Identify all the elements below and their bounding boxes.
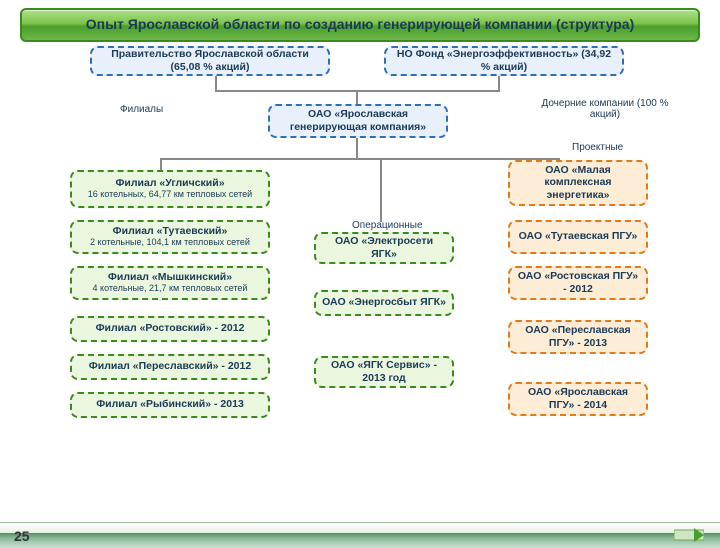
project-box: ОАО «Ростовская ПГУ» - 2012 — [508, 266, 648, 300]
label-branches: Филиалы — [120, 104, 163, 115]
branch-box: Филиал «Тутаевский» 2 котельные, 104,1 к… — [70, 220, 270, 254]
box-sub: 2 котельные, 104,1 км тепловых сетей — [78, 237, 262, 247]
project-box: ОАО «Переславская ПГУ» - 2013 — [508, 320, 648, 354]
slide: Опыт Ярославской области по созданию ген… — [0, 8, 720, 548]
box-title: ОАО «Энергосбыт ЯГК» — [322, 296, 446, 308]
line — [160, 158, 560, 160]
label-project: Проектные — [572, 142, 623, 153]
box-title: ОАО «Ярославская ПГУ» - 2014 — [516, 386, 640, 410]
box-title: Правительство Ярославской области (65,08… — [98, 48, 322, 72]
box-title: ОАО «ЯГК Сервис» - 2013 год — [322, 359, 446, 383]
branch-box: Филиал «Ростовский» - 2012 — [70, 316, 270, 342]
branch-box: Филиал «Мышкинский» 4 котельные, 21,7 км… — [70, 266, 270, 300]
branch-box: Филиал «Переславский» - 2012 — [70, 354, 270, 380]
footer-logo-icon — [674, 526, 704, 544]
operational-box: ОАО «Электросети ЯГК» — [314, 232, 454, 264]
box-title: ОАО «Ростовская ПГУ» - 2012 — [516, 270, 640, 294]
box-title: Филиал «Тутаевский» — [78, 225, 262, 237]
line — [215, 76, 217, 90]
box-title: НО Фонд «Энергоэффективность» (34,92 % а… — [392, 48, 616, 72]
label-subs: Дочерние компании (100 % акций) — [530, 98, 680, 120]
project-box: ОАО «Ярославская ПГУ» - 2014 — [508, 382, 648, 416]
branch-box: Филиал «Рыбинский» - 2013 — [70, 392, 270, 418]
label-operational: Операционные — [352, 220, 423, 231]
box-sub: 16 котельных, 64,77 км тепловых сетей — [78, 189, 262, 199]
title-bar: Опыт Ярославской области по созданию ген… — [20, 8, 700, 42]
box-title: ОАО «Ярославская генерирующая компания» — [276, 108, 440, 132]
line — [356, 90, 358, 104]
box-title: Филиал «Ростовский» - 2012 — [78, 322, 262, 334]
box-fund: НО Фонд «Энергоэффективность» (34,92 % а… — [384, 46, 624, 76]
project-box: ОАО «Малая комплексная энергетика» — [508, 160, 648, 206]
page-number: 25 — [14, 528, 30, 544]
box-title: ОАО «Переславская ПГУ» - 2013 — [516, 324, 640, 348]
project-box: ОАО «Тутаевская ПГУ» — [508, 220, 648, 254]
box-center-company: ОАО «Ярославская генерирующая компания» — [268, 104, 448, 138]
box-title: ОАО «Тутаевская ПГУ» — [516, 230, 640, 242]
diagram-canvas: Правительство Ярославской области (65,08… — [0, 42, 720, 492]
line — [160, 158, 162, 170]
line — [498, 76, 500, 90]
footer-bar — [0, 522, 720, 548]
box-sub: 4 котельные, 21,7 км тепловых сетей — [78, 283, 262, 293]
box-title: Филиал «Рыбинский» - 2013 — [78, 398, 262, 410]
operational-box: ОАО «ЯГК Сервис» - 2013 год — [314, 356, 454, 388]
box-title: Филиал «Мышкинский» — [78, 271, 262, 283]
line — [380, 158, 382, 222]
line — [356, 138, 358, 158]
box-title: ОАО «Малая комплексная энергетика» — [516, 164, 640, 200]
operational-box: ОАО «Энергосбыт ЯГК» — [314, 290, 454, 316]
box-gov: Правительство Ярославской области (65,08… — [90, 46, 330, 76]
branch-box: Филиал «Угличский» 16 котельных, 64,77 к… — [70, 170, 270, 208]
box-title: Филиал «Переславский» - 2012 — [78, 360, 262, 372]
box-title: Филиал «Угличский» — [78, 177, 262, 189]
box-title: ОАО «Электросети ЯГК» — [322, 235, 446, 259]
